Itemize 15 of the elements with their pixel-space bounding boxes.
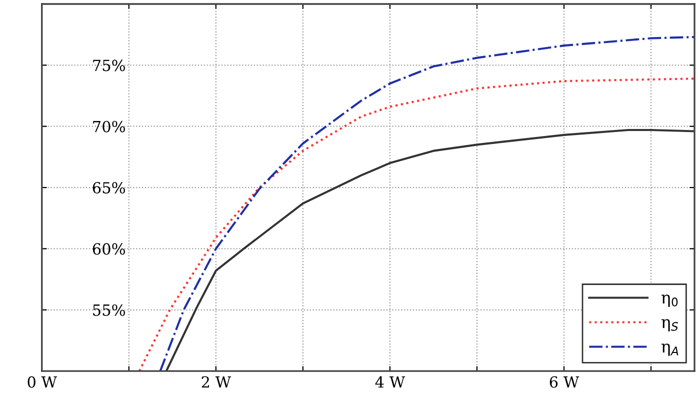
x-tick-label: 4 W: [375, 376, 406, 388]
y-tick-label: 60%: [92, 243, 125, 255]
x-tick-label: 6 W: [550, 376, 580, 388]
legend-label: η$_{A}$: [661, 344, 678, 356]
line-series: [138, 78, 695, 372]
line-series: [165, 128, 695, 372]
x-tick-label: 0 W: [28, 376, 57, 388]
y-tick-label: 65%: [92, 182, 125, 194]
legend-label: η$_{0}$: [661, 294, 678, 307]
line-series: [159, 36, 695, 372]
y-tick-label: 75%: [93, 60, 125, 72]
y-tick-label: 70%: [93, 120, 125, 132]
legend-label: η$_{S}$: [661, 319, 678, 332]
x-tick-label: 2 W: [202, 376, 232, 388]
y-tick-label: 55%: [93, 304, 125, 316]
